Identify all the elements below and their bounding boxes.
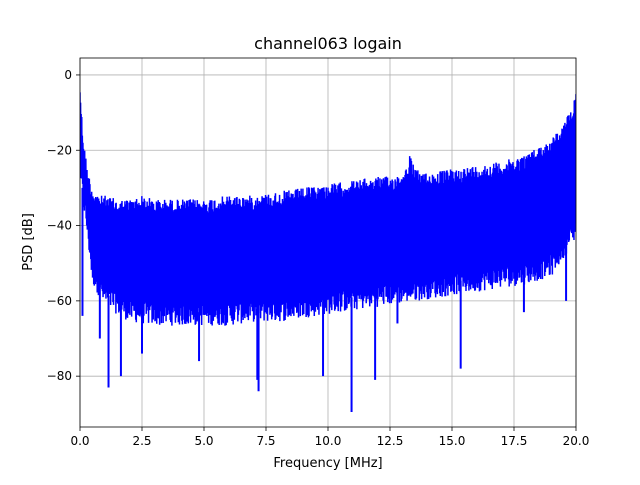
- x-axis-ticks: 0.0 2.5 5.0 7.5 10.0 12.5 15.0 17.5 20.0: [70, 427, 589, 448]
- x-tick-label: 20.0: [563, 434, 590, 448]
- psd-series: [80, 92, 576, 412]
- x-tick-label: 15.0: [439, 434, 466, 448]
- x-tick-label: 12.5: [377, 434, 404, 448]
- x-tick-label: 7.5: [256, 434, 275, 448]
- x-tick-label: 0.0: [70, 434, 89, 448]
- y-tick-label: −40: [47, 219, 72, 233]
- x-tick-label: 10.0: [315, 434, 342, 448]
- x-tick-label: 5.0: [194, 434, 213, 448]
- y-axis-label: PSD [dB]: [21, 213, 36, 271]
- x-tick-label: 17.5: [501, 434, 528, 448]
- x-axis-label: Frequency [MHz]: [273, 456, 382, 471]
- psd-trace: [80, 92, 576, 326]
- chart-title: channel063 logain: [254, 34, 402, 53]
- y-tick-label: −60: [47, 294, 72, 308]
- y-tick-label: −80: [47, 369, 72, 383]
- y-tick-label: 0: [64, 68, 72, 82]
- y-axis-ticks: 0 −20 −40 −60 −80: [47, 68, 80, 383]
- x-tick-label: 2.5: [132, 434, 151, 448]
- y-tick-label: −20: [47, 143, 72, 157]
